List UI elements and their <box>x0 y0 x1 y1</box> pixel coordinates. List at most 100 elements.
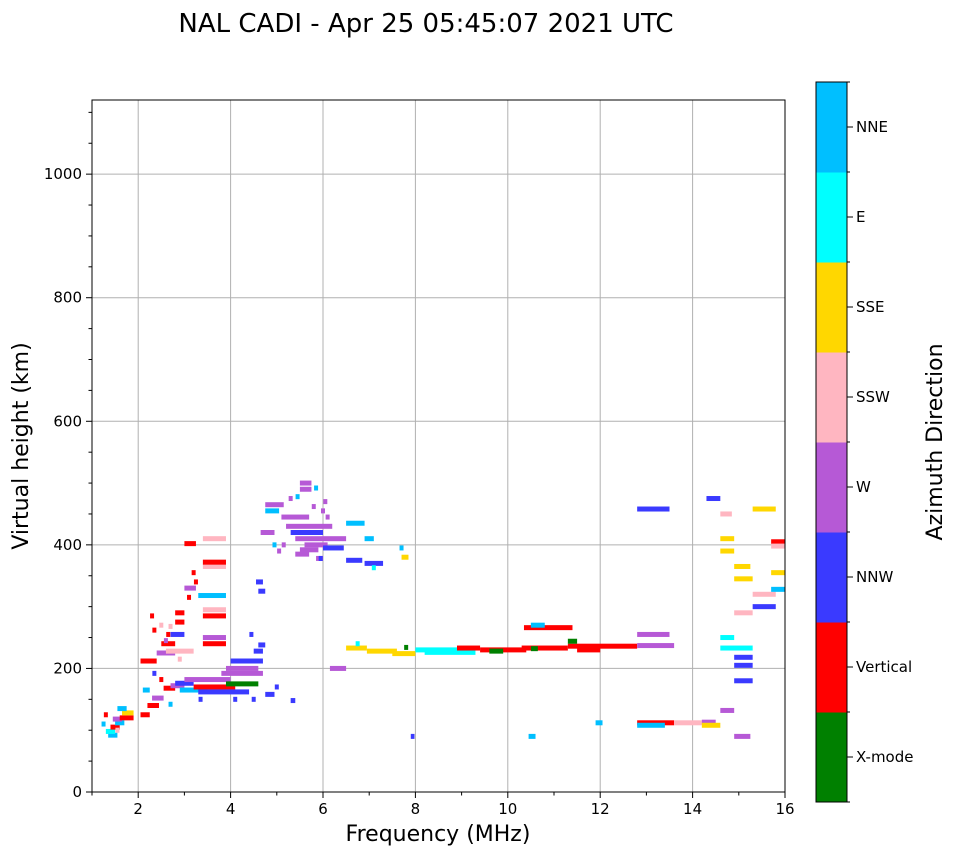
echo-point <box>272 542 277 548</box>
echo-trace <box>346 557 363 563</box>
y-tick-label: 400 <box>53 536 82 554</box>
echo-trace <box>734 662 753 668</box>
echo-trace <box>771 539 785 545</box>
echo-trace <box>286 523 333 529</box>
echo-trace <box>175 610 185 616</box>
echo-trace <box>346 520 365 526</box>
echo-trace <box>290 530 323 535</box>
echo-trace <box>530 646 538 652</box>
echo-trace <box>170 631 185 637</box>
echo-trace <box>193 684 236 690</box>
echo-point <box>152 670 157 676</box>
colorbar-swatch <box>816 622 847 713</box>
colorbar-swatch <box>816 532 847 623</box>
echo-trace <box>424 649 476 655</box>
echo-trace <box>701 722 721 728</box>
x-tick-label: 2 <box>133 800 143 818</box>
echo-trace <box>637 631 670 637</box>
echo-point <box>115 727 120 733</box>
echo-point <box>152 627 157 633</box>
echo-trace <box>142 687 150 693</box>
echo-point <box>281 542 286 548</box>
echo-trace <box>567 643 638 649</box>
x-tick-label: 4 <box>226 800 236 818</box>
echo-trace <box>752 604 776 610</box>
echo-point <box>168 701 173 707</box>
echo-trace <box>152 695 164 701</box>
echo-point <box>323 499 328 505</box>
x-tick-label: 14 <box>683 800 702 818</box>
colorbar-tick-label: W <box>856 478 871 496</box>
echo-trace <box>265 691 275 697</box>
echo-trace <box>117 706 127 712</box>
x-tick-label: 16 <box>775 800 794 818</box>
echo-trace <box>165 648 194 654</box>
echo-point <box>325 514 330 520</box>
y-axis-label: Virtual height (km) <box>9 342 34 549</box>
echo-trace <box>175 680 194 686</box>
x-tick-label: 12 <box>591 800 610 818</box>
x-axis-label: Frequency (MHz) <box>346 822 531 847</box>
echo-trace <box>202 563 226 569</box>
echo-point <box>101 721 106 727</box>
echo-point <box>251 696 256 702</box>
echo-trace <box>140 658 157 664</box>
echo-trace <box>202 641 226 647</box>
echo-point <box>233 696 238 702</box>
echo-trace <box>410 733 415 739</box>
echo-trace <box>720 635 735 641</box>
echo-trace <box>323 545 344 551</box>
echo-trace <box>105 728 116 734</box>
echo-trace <box>253 648 263 654</box>
echo-point <box>355 641 360 647</box>
echo-trace <box>752 506 776 512</box>
echo-trace <box>771 570 785 576</box>
echo-point <box>288 496 293 502</box>
axes: 2 4 6 8 10 12 14 16 0 200 400 600 800 1000 <box>44 111 795 818</box>
echo-point <box>187 594 192 600</box>
echo-trace <box>528 733 536 739</box>
echo-trace <box>281 514 310 520</box>
echo-trace <box>771 586 785 592</box>
echo-trace <box>140 712 150 718</box>
echo-trace <box>184 585 196 591</box>
echo-trace <box>156 650 176 656</box>
echo-trace <box>265 502 284 508</box>
echo-trace <box>329 665 347 671</box>
echo-point <box>168 623 173 629</box>
colorbar-label: Azimuth Direction <box>923 343 948 540</box>
echo-trace <box>771 543 785 549</box>
echo-trace <box>521 645 568 651</box>
echo-trace <box>299 486 312 492</box>
echo-trace <box>734 563 751 569</box>
x-tick-label: 8 <box>411 800 421 818</box>
echo-point <box>321 508 325 514</box>
echo-trace <box>202 635 226 641</box>
grid <box>92 100 786 793</box>
echo-point <box>159 622 164 628</box>
colorbar-tick-label: Vertical <box>856 658 912 676</box>
echo-trace <box>221 670 263 676</box>
echo-trace <box>346 645 367 651</box>
colorbar-swatch <box>816 82 847 173</box>
echo-trace <box>734 610 753 616</box>
echo-trace <box>202 613 226 619</box>
echo-trace <box>184 541 196 547</box>
echo-trace <box>108 732 118 738</box>
echo-trace <box>202 559 226 565</box>
echo-trace <box>202 536 226 542</box>
echo-point <box>166 631 171 637</box>
echo-trace <box>567 638 578 644</box>
y-tick-label: 600 <box>53 412 82 430</box>
y-tick-label: 0 <box>72 783 82 801</box>
echo-trace <box>752 591 776 597</box>
colorbar-swatch <box>816 262 847 353</box>
echo-trace <box>637 643 675 649</box>
colorbar-tick-label: SSE <box>856 298 885 316</box>
echo-trace <box>489 648 504 654</box>
chart-title: NAL CADI - Apr 25 05:45:07 2021 UTC <box>178 9 673 39</box>
colorbar-tick-label: E <box>856 208 865 226</box>
echo-point <box>371 565 376 571</box>
echo-trace <box>734 654 753 660</box>
echo-trace <box>265 508 280 514</box>
